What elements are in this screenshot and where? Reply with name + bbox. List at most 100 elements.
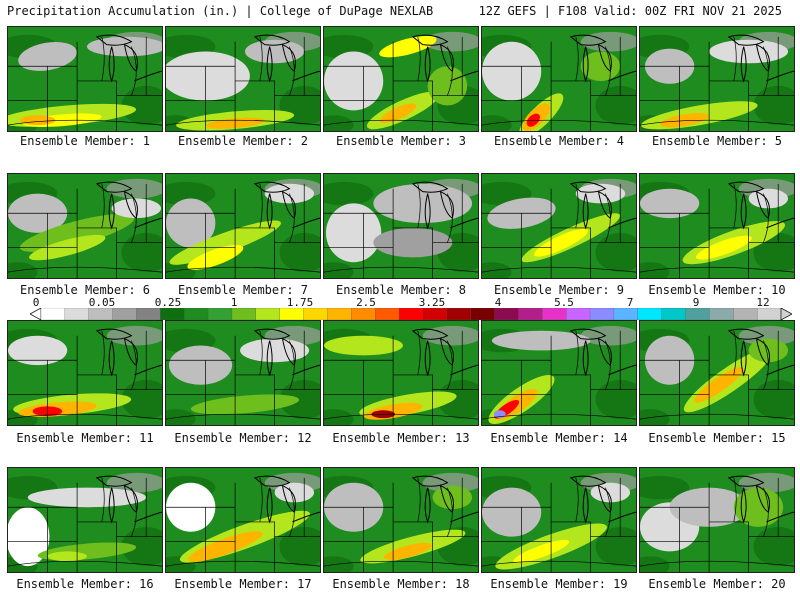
precip-map — [639, 467, 795, 573]
colorbar-tick-label: 2.5 — [356, 296, 376, 309]
colorbar-tick-label: 0 — [32, 296, 40, 309]
ensemble-map-panel — [165, 173, 321, 279]
colorbar-tick-label: 1.75 — [286, 296, 314, 309]
ensemble-map-panel — [165, 26, 321, 132]
run-info: 12Z GEFS | F108 Valid: 00Z FRI NOV 21 20… — [478, 4, 782, 18]
precip-map — [323, 26, 479, 132]
colorbar-segment — [207, 308, 233, 320]
ensemble-map-panel — [323, 173, 479, 279]
ensemble-map-panel — [7, 26, 163, 132]
colorbar-segment — [661, 308, 686, 320]
colorbar-left-arrow — [30, 308, 42, 320]
ensemble-map-panel — [639, 173, 795, 279]
ensemble-member-label: Ensemble Member: 1 — [19, 134, 151, 148]
colorbar-segment — [184, 308, 209, 320]
colorbar-segment — [685, 308, 710, 320]
colorbar-segment — [613, 308, 639, 320]
precip-map — [481, 467, 637, 573]
precip-map — [165, 26, 321, 132]
precip-map — [323, 320, 479, 426]
colorbar-segment — [709, 308, 734, 320]
ensemble-map-panel — [323, 320, 479, 426]
colorbar-tick-label: 9 — [692, 296, 700, 309]
precip-map — [639, 320, 795, 426]
ensemble-member-label: Ensemble Member: 19 — [490, 577, 628, 591]
colorbar-segment — [470, 308, 495, 320]
colorbar-segment — [255, 308, 281, 320]
ensemble-member-label: Ensemble Member: 16 — [16, 577, 154, 591]
precip-map — [323, 467, 479, 573]
colorbar-segment — [733, 308, 758, 320]
colorbar-segment — [566, 308, 591, 320]
ensemble-map-panel — [481, 26, 637, 132]
precip-map — [481, 26, 637, 132]
ensemble-map-panel — [7, 467, 163, 573]
ensemble-map-panel — [7, 173, 163, 279]
colorbar-segment — [303, 308, 328, 320]
map-title: Precipitation Accumulation (in.) | Colle… — [7, 4, 434, 18]
ensemble-map-panel — [323, 26, 479, 132]
colorbar-tick-label: 7 — [626, 296, 634, 309]
ensemble-member-label: Ensemble Member: 6 — [19, 283, 151, 297]
precip-map — [639, 173, 795, 279]
colorbar-segment — [351, 308, 376, 320]
colorbar-segment — [40, 308, 66, 320]
colorbar-tick-label: 5.5 — [554, 296, 574, 309]
ensemble-member-label: Ensemble Member: 2 — [177, 134, 309, 148]
colorbar-tick-label: 0.25 — [154, 296, 182, 309]
ensemble-member-label: Ensemble Member: 4 — [493, 134, 625, 148]
ensemble-member-label: Ensemble Member: 11 — [16, 431, 154, 445]
ensemble-map-panel — [7, 320, 163, 426]
colorbar-segment — [160, 308, 185, 320]
precipitation-colorbar — [30, 308, 792, 320]
colorbar-segment — [375, 308, 400, 320]
ensemble-member-label: Ensemble Member: 13 — [332, 431, 470, 445]
colorbar-segment — [398, 308, 424, 320]
colorbar-tick-label: 3.25 — [418, 296, 446, 309]
colorbar-segment — [422, 308, 448, 320]
precip-map — [165, 467, 321, 573]
ensemble-map-panel — [481, 320, 637, 426]
precip-map — [323, 173, 479, 279]
colorbar-tick-label: 4 — [494, 296, 502, 309]
colorbar-segment — [756, 308, 782, 320]
ensemble-member-label: Ensemble Member: 9 — [493, 283, 625, 297]
ensemble-map-panel — [165, 320, 321, 426]
ensemble-map-panel — [639, 320, 795, 426]
ensemble-member-label: Ensemble Member: 7 — [177, 283, 309, 297]
precip-map — [165, 320, 321, 426]
ensemble-map-panel — [639, 26, 795, 132]
colorbar-segment — [327, 308, 352, 320]
ensemble-member-label: Ensemble Member: 17 — [174, 577, 312, 591]
precip-map — [165, 173, 321, 279]
ensemble-map-panel — [481, 467, 637, 573]
colorbar-segment — [518, 308, 543, 320]
colorbar-segment — [279, 308, 305, 320]
ensemble-member-label: Ensemble Member: 18 — [332, 577, 470, 591]
colorbar-segment — [446, 308, 472, 320]
colorbar-segment — [542, 308, 567, 320]
precip-map — [7, 173, 163, 279]
ensemble-map-panel — [481, 173, 637, 279]
colorbar-segment — [231, 308, 257, 320]
ensemble-map-panel — [323, 467, 479, 573]
colorbar-segment — [136, 308, 161, 320]
precip-map — [639, 26, 795, 132]
colorbar-tick-label: 1 — [230, 296, 238, 309]
precip-map — [481, 320, 637, 426]
colorbar-segment — [64, 308, 90, 320]
ensemble-member-label: Ensemble Member: 12 — [174, 431, 312, 445]
ensemble-member-label: Ensemble Member: 14 — [490, 431, 628, 445]
colorbar-segment — [88, 308, 114, 320]
ensemble-member-label: Ensemble Member: 5 — [651, 134, 783, 148]
ensemble-member-label: Ensemble Member: 20 — [648, 577, 786, 591]
ensemble-map-panel — [165, 467, 321, 573]
colorbar-segment — [494, 308, 519, 320]
ensemble-member-label: Ensemble Member: 15 — [648, 431, 786, 445]
precip-map — [481, 173, 637, 279]
colorbar-segment — [112, 308, 137, 320]
colorbar-segment — [589, 308, 615, 320]
ensemble-map-panel — [639, 467, 795, 573]
precip-map — [7, 467, 163, 573]
precip-map — [7, 320, 163, 426]
